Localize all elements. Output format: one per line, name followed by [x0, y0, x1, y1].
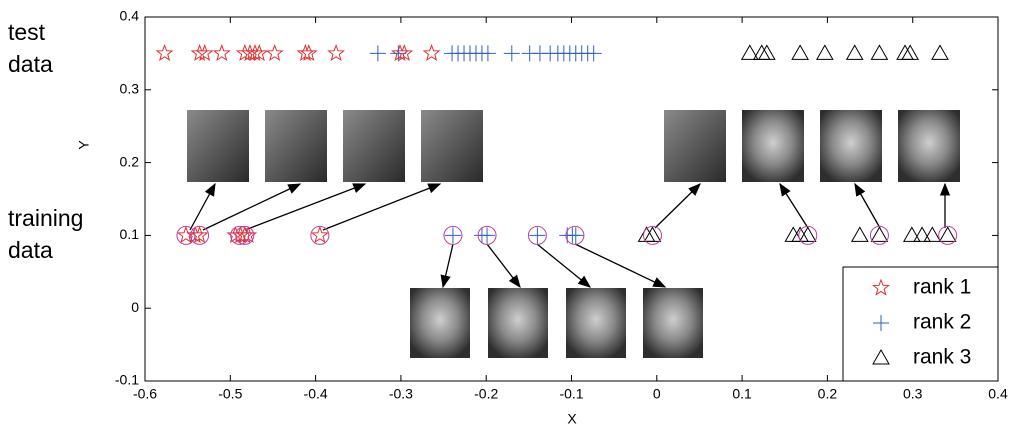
x-tick-label: 0.1	[732, 386, 752, 402]
x-tick-label: -0.3	[389, 386, 413, 402]
arrow	[537, 244, 590, 287]
arrow	[855, 184, 880, 228]
face-image	[343, 110, 405, 182]
x-tick-label: -0.4	[304, 386, 328, 402]
triangle-marker	[792, 45, 808, 59]
triangle-marker	[645, 227, 661, 241]
arrow	[655, 184, 700, 228]
x-tick-label: -0.2	[474, 386, 498, 402]
x-tick-label: 0	[653, 386, 661, 402]
plus-marker	[445, 227, 461, 243]
y-tick-label: 0	[131, 299, 139, 315]
annotation: data	[8, 51, 53, 77]
face-image	[898, 110, 960, 182]
triangle-marker	[924, 227, 940, 241]
x-tick-label: 0.3	[903, 386, 923, 402]
face-image	[664, 110, 726, 182]
triangle-marker	[847, 45, 863, 59]
face-image	[643, 288, 703, 358]
triangle-marker	[904, 227, 920, 241]
x-tick-label: 0.4	[988, 386, 1008, 402]
triangle-marker	[940, 227, 956, 241]
triangle-marker	[871, 227, 887, 241]
triangle-marker	[759, 45, 775, 59]
star-marker	[329, 45, 344, 60]
plus-marker	[529, 227, 545, 243]
face-image	[265, 110, 327, 182]
plus-marker	[370, 45, 386, 61]
y-tick-label: 0.4	[120, 8, 140, 24]
triangle-marker	[902, 45, 918, 59]
face-image	[820, 110, 882, 182]
triangle-marker	[897, 45, 913, 59]
star-marker	[157, 45, 172, 60]
annotation: data	[8, 237, 53, 263]
arrow	[190, 184, 215, 230]
plus-marker	[504, 45, 520, 61]
x-tick-label: 0.2	[818, 386, 838, 402]
y-tick-label: 0.3	[120, 81, 140, 97]
circle-marker	[177, 226, 195, 244]
legend-label: rank 1	[913, 276, 971, 299]
circle-marker	[311, 226, 329, 244]
arrow	[443, 244, 453, 287]
triangle-marker	[871, 45, 887, 59]
triangle-marker	[817, 45, 833, 59]
arrow	[203, 184, 300, 230]
triangle-marker	[932, 45, 948, 59]
face-image	[742, 110, 804, 182]
triangle-marker	[800, 227, 816, 241]
annotation: test	[8, 19, 46, 45]
star-marker	[424, 45, 439, 60]
x-tick-label: -0.1	[559, 386, 583, 402]
legend-label: rank 2	[913, 311, 971, 334]
face-image	[566, 288, 626, 358]
arrow	[780, 184, 808, 228]
arrow	[245, 184, 365, 230]
y-tick-label: 0.1	[120, 226, 140, 242]
face-image	[421, 110, 483, 182]
arrow	[575, 244, 665, 287]
star-marker	[214, 45, 229, 60]
x-tick-label: -0.5	[218, 386, 242, 402]
face-image	[410, 288, 470, 358]
x-tick-label: -0.6	[133, 386, 157, 402]
y-tick-label: 0.2	[120, 153, 140, 169]
y-tick-label: -0.1	[115, 372, 139, 388]
x-axis-label: X	[567, 411, 577, 427]
triangle-marker	[852, 227, 868, 241]
y-axis-label: Y	[76, 140, 92, 150]
triangle-marker	[914, 227, 930, 241]
face-image	[488, 288, 548, 358]
triangle-marker	[639, 227, 655, 241]
annotation: training	[8, 205, 83, 231]
arrow	[487, 244, 520, 287]
legend-label: rank 3	[913, 346, 971, 369]
arrow	[323, 184, 440, 230]
face-image	[187, 110, 249, 182]
chart: test data training data X Y -0.6 -0.5 -0.4…	[0, 0, 1019, 430]
star-marker	[267, 45, 282, 60]
